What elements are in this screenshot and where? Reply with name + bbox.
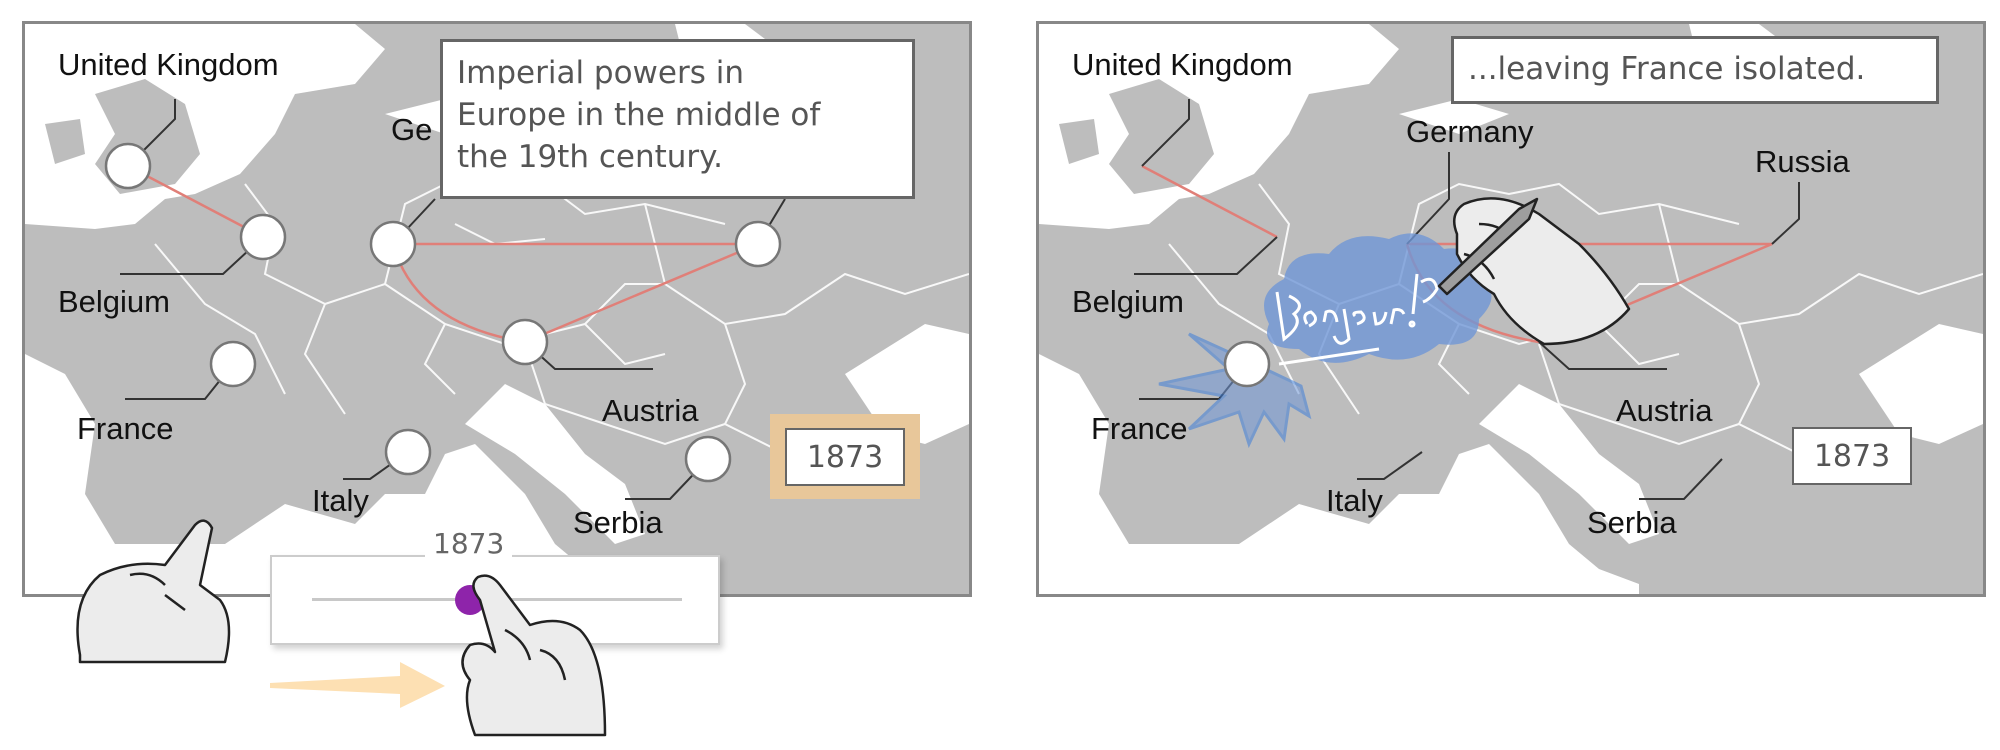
label-germany: Ge — [391, 112, 433, 147]
marker-italy — [384, 428, 432, 476]
marker-belgium — [239, 213, 287, 261]
slider-thumb[interactable] — [455, 585, 485, 615]
label-belgium: Belgium — [1072, 284, 1184, 319]
slider-track[interactable] — [312, 598, 682, 601]
island-shapes — [1059, 79, 1214, 194]
label-austria: Austria — [602, 393, 699, 428]
callout-line-3: the 19th century. — [457, 139, 723, 175]
label-france: France — [1091, 411, 1188, 446]
europe-map-right — [1039, 24, 1983, 594]
label-france: France — [77, 411, 174, 446]
label-germany: Germany — [1406, 114, 1534, 149]
label-austria: Austria — [1616, 393, 1713, 428]
marker-russia — [734, 220, 782, 268]
map-panel-left: United Kingdom Belgium France Ge Austria… — [22, 21, 972, 597]
map-panel-right: United Kingdom Belgium France Germany Ru… — [1036, 21, 1986, 597]
label-belgium: Belgium — [58, 284, 170, 319]
label-russia: Russia — [1755, 144, 1850, 179]
arrow-right-icon — [270, 662, 445, 708]
marker-germany — [369, 220, 417, 268]
label-serbia: Serbia — [573, 505, 663, 540]
marker-uk — [104, 142, 152, 190]
label-united-kingdom: United Kingdom — [58, 47, 279, 82]
callout-box: ...leaving France isolated. — [1451, 36, 1939, 104]
borders — [1168, 182, 1983, 456]
marker-austria — [501, 318, 549, 366]
year-box[interactable]: 1873 — [785, 428, 905, 486]
country-markers — [104, 142, 782, 483]
marker-france — [209, 340, 257, 388]
label-italy: Italy — [1326, 483, 1383, 518]
slider-value-label: 1873 — [425, 527, 513, 560]
callout-box: Imperial powers in Europe in the middle … — [440, 39, 915, 199]
callout-line-1: Imperial powers in — [457, 55, 744, 91]
label-united-kingdom: United Kingdom — [1072, 47, 1293, 82]
label-serbia: Serbia — [1587, 505, 1677, 540]
callout-line-2: Europe in the middle of — [457, 97, 821, 133]
label-italy: Italy — [312, 483, 369, 518]
year-slider-card[interactable] — [270, 555, 720, 645]
year-box[interactable]: 1873 — [1792, 427, 1912, 485]
marker-serbia — [684, 435, 732, 483]
